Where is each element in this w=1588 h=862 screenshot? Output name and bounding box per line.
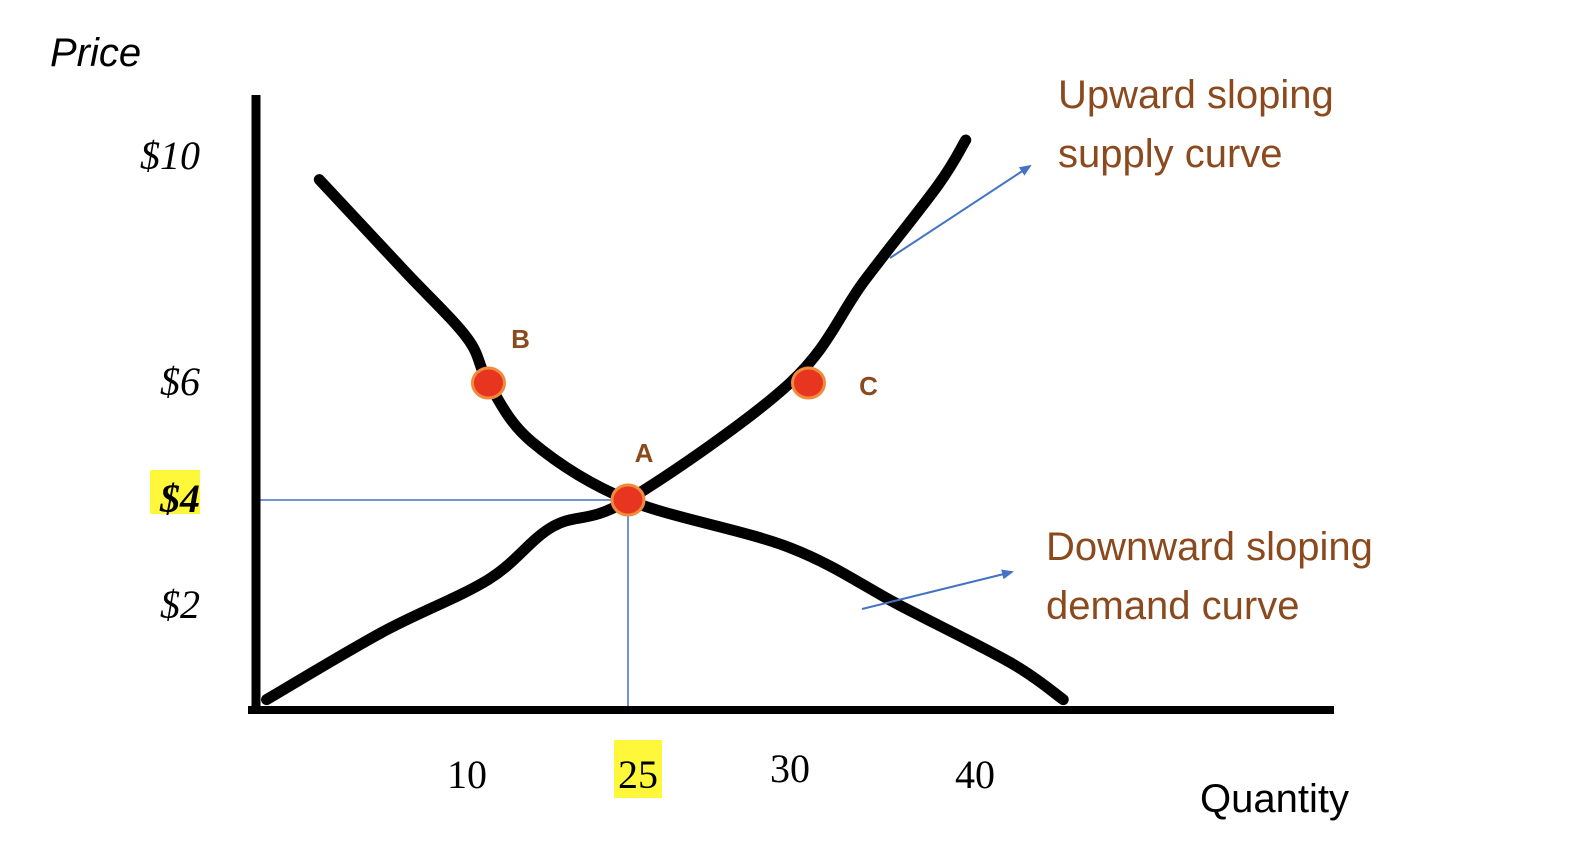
- point-c: [791, 366, 826, 400]
- supply-annotation-line: supply curve: [1058, 132, 1283, 176]
- y-tick-label: $4: [159, 476, 200, 521]
- demand-annotation-arrow: [861, 569, 1014, 610]
- point-b-label: B: [511, 324, 530, 354]
- point-b: [470, 366, 506, 400]
- demand-annotation-line: Downward sloping: [1046, 525, 1373, 569]
- y-tick-label: $2: [160, 582, 200, 627]
- y-tick-label: $10: [140, 133, 200, 178]
- y-tick-highlight: [150, 470, 200, 514]
- y-tick-label: $6: [160, 359, 200, 404]
- x-tick-label: 40: [955, 752, 995, 797]
- point-a: [610, 483, 646, 517]
- demand-curve: [313, 174, 1069, 706]
- point-a-label: A: [635, 438, 654, 468]
- y-axis-title: Price: [50, 31, 141, 75]
- point-c-label: C: [859, 371, 878, 401]
- x-tick-label: 25: [618, 752, 658, 797]
- supply-annotation-arrow: [889, 164, 1032, 259]
- x-tick-highlight: [614, 740, 662, 798]
- x-tick-label: 30: [770, 746, 810, 791]
- x-axis-title: Quantity: [1200, 777, 1349, 821]
- demand-annotation-line: demand curve: [1046, 584, 1299, 628]
- supply-curve: [261, 134, 972, 706]
- supply-annotation-line: Upward sloping: [1058, 73, 1334, 117]
- x-tick-label: 10: [447, 752, 487, 797]
